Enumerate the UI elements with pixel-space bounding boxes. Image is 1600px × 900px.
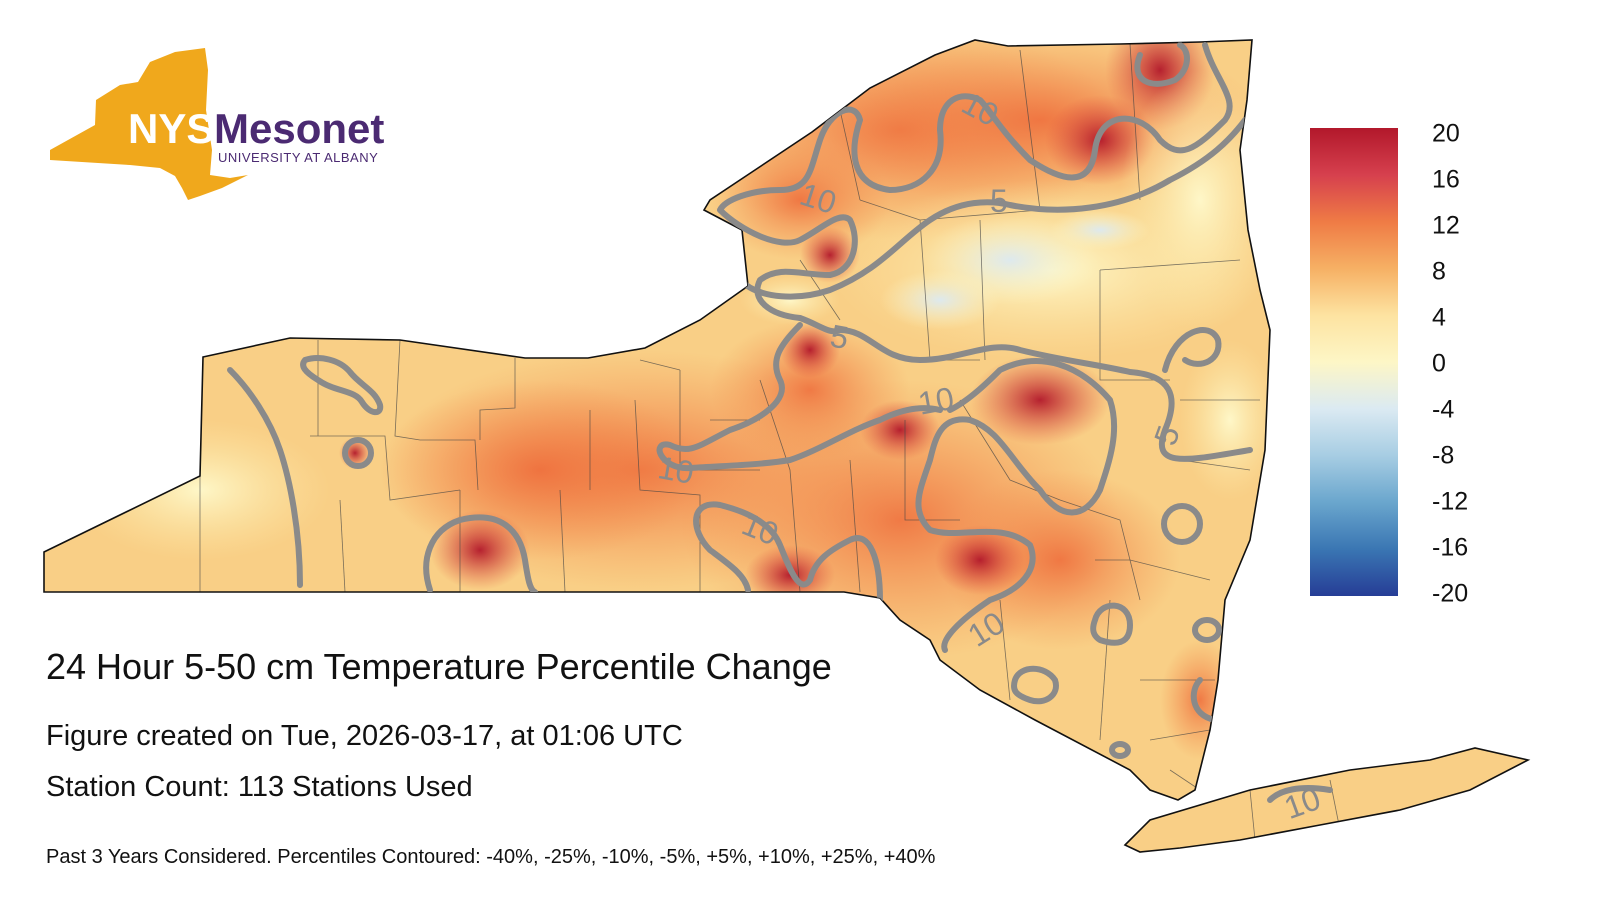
colorbar-tick-label: -4: [1432, 395, 1455, 424]
logo-primary: NYS: [128, 105, 214, 152]
logo-tagline: UNIVERSITY AT ALBANY: [218, 150, 378, 165]
nys-mesonet-logo: NYS Mesonet UNIVERSITY AT ALBANY: [50, 48, 384, 200]
contour-lines: [227, 42, 1333, 803]
colorbar: [1310, 128, 1398, 596]
logo-secondary: Mesonet: [214, 105, 384, 152]
colorbar-tick-label: 4: [1432, 303, 1446, 332]
colorbar-tick-label: 16: [1432, 165, 1460, 194]
colorbar-tick-label: 12: [1432, 211, 1460, 240]
colorbar-tick-label: -16: [1432, 533, 1469, 562]
figure-title: 24 Hour 5-50 cm Temperature Percentile C…: [46, 646, 832, 687]
station-count: Station Count: 113 Stations Used: [46, 771, 473, 803]
colorbar-tick-label: 0: [1432, 349, 1446, 378]
colorbar-tick-label: -20: [1432, 579, 1469, 608]
contour-label: 5: [828, 318, 852, 357]
contour-label: 5: [990, 183, 1008, 219]
colorbar-tick-label: -12: [1432, 487, 1469, 516]
colorbar-tick-label: 8: [1432, 257, 1446, 286]
contour-label: 10: [655, 449, 696, 491]
contour-label: 10: [915, 380, 956, 422]
ny-state-logo-shape: [50, 48, 248, 200]
created-timestamp: Figure created on Tue, 2026-03-17, at 01…: [46, 720, 683, 752]
colorbar-tick-label: 20: [1432, 119, 1460, 148]
colorbar-tick-label: -8: [1432, 441, 1455, 470]
footnote: Past 3 Years Considered. Percentiles Con…: [46, 846, 936, 868]
